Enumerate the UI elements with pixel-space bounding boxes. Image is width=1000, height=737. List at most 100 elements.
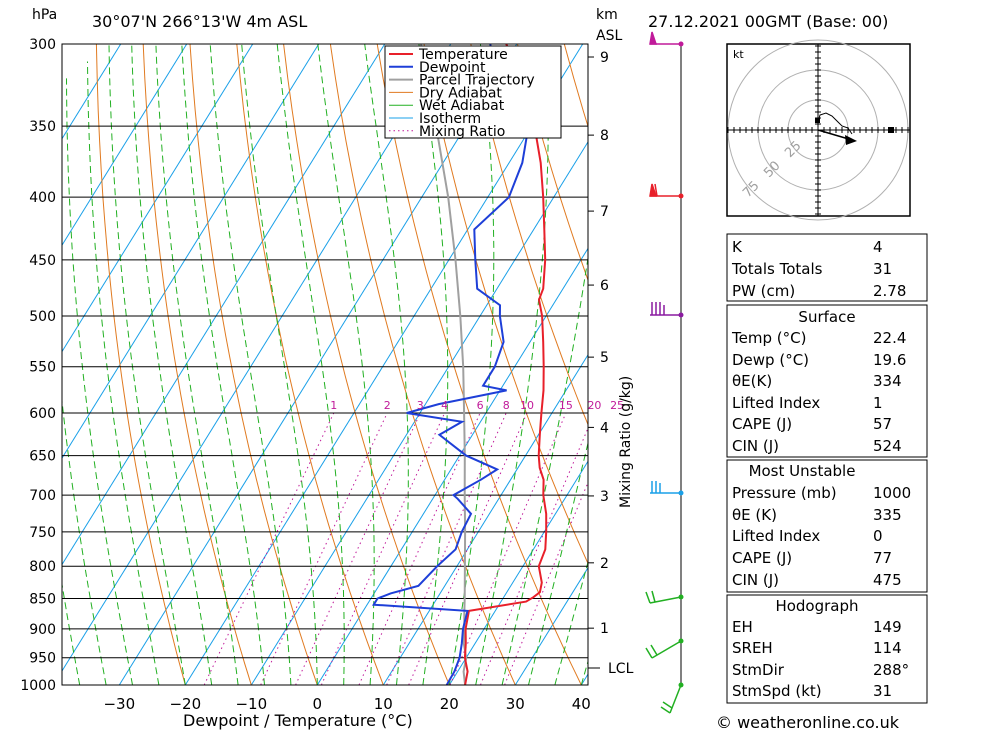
height-unit-asl-label: ASL — [596, 28, 622, 44]
isotherm-line — [53, 44, 450, 685]
height-km-label: 5 — [600, 350, 609, 366]
mixing-ratio-line — [387, 413, 507, 685]
isotherm-line — [0, 44, 121, 685]
wind-barb-925 — [646, 639, 684, 659]
temperature-tick-label: 40 — [572, 695, 591, 713]
lcl-label: LCL — [608, 661, 634, 677]
pressure-tick-label: 800 — [29, 559, 56, 575]
mixing-ratio-label: 2 — [384, 399, 391, 412]
pw-label: PW (cm) — [732, 282, 795, 300]
dry-adiabat-line — [284, 44, 450, 685]
copyright-label[interactable]: © weatheronline.co.uk — [716, 713, 900, 732]
pressure-unit-label: hPa — [32, 7, 57, 23]
mu-lifted-index-value: 0 — [873, 527, 883, 545]
height-km-label: 7 — [600, 204, 609, 220]
dry-adiabat-line — [939, 44, 1000, 685]
mixing-ratio-label: 6 — [477, 399, 484, 412]
pressure-tick-label: 900 — [29, 622, 56, 638]
wind-barb-700 — [650, 481, 684, 496]
mixing-ratio-label: 3 — [417, 399, 424, 412]
wet-adiabat-line — [88, 62, 159, 686]
mixing-ratio-label: 20 — [587, 399, 601, 412]
mu-cin-value: 475 — [873, 571, 902, 589]
isotherm-line — [251, 44, 648, 685]
wind-barb-400 — [650, 184, 684, 199]
height-km-label: 4 — [600, 420, 609, 436]
mixing-ratio-line — [204, 413, 334, 685]
wind-barb-1000 — [661, 683, 684, 714]
sreh-value: 114 — [873, 639, 902, 657]
surface-dewp-label: Dewp (°C) — [732, 351, 809, 369]
height-unit-label: km — [596, 7, 618, 23]
pressure-tick-label: 700 — [29, 488, 56, 504]
height-km-label: 1 — [600, 621, 609, 637]
surface-thetae-value: 334 — [873, 372, 902, 390]
dry-adiabat-line — [96, 44, 185, 685]
pressure-tick-label: 950 — [29, 651, 56, 667]
pressure-tick-label: 300 — [29, 37, 56, 53]
wet-adiabat-line — [210, 44, 291, 685]
wet-adiabat-line — [132, 44, 212, 685]
most-unstable-title: Most Unstable — [749, 462, 856, 480]
pressure-tick-label: 350 — [29, 119, 56, 135]
mu-cape-label: CAPE (J) — [732, 549, 792, 567]
mu-pressure-label: Pressure (mb) — [732, 484, 837, 502]
mixing-ratio-label: 4 — [441, 399, 448, 412]
parcel-trajectory-line — [421, 44, 466, 685]
k-index-label: K — [732, 238, 743, 256]
surface-thetae-label: θE(K) — [732, 372, 772, 390]
surface-temp-label: Temp (°C) — [731, 329, 806, 347]
pressure-tick-label: 750 — [29, 525, 56, 541]
surface-lifted-index-value: 1 — [873, 394, 883, 412]
height-km-label: 9 — [600, 50, 609, 66]
pressure-tick-label: 550 — [29, 360, 56, 376]
surface-cin-label: CIN (J) — [732, 437, 779, 455]
sreh-label: SREH — [732, 639, 773, 657]
surface-dewp-value: 19.6 — [873, 351, 906, 369]
wet-adiabat-line — [555, 44, 721, 685]
pressure-tick-label: 450 — [29, 253, 56, 269]
wet-adiabat-line — [502, 44, 611, 685]
pressure-tick-label: 650 — [29, 449, 56, 465]
location-title: 30°07'N 266°13'W 4m ASL — [92, 12, 307, 31]
wet-adiabat-line — [242, 44, 318, 685]
wind-barb-300 — [650, 32, 684, 47]
stmspd-label: StmSpd (kt) — [732, 682, 822, 700]
pressure-tick-label: 400 — [29, 190, 56, 206]
mu-cape-value: 77 — [873, 549, 892, 567]
legend-label: Mixing Ratio — [419, 124, 505, 140]
height-km-label: 6 — [600, 278, 609, 294]
wet-adiabat-line — [449, 44, 494, 685]
surface-temp-value: 22.4 — [873, 329, 906, 347]
pressure-tick-labels: 3003504004505005506006507007508008509009… — [20, 37, 56, 694]
wind-barb-850 — [646, 591, 684, 603]
dry-adiabat-line — [143, 44, 251, 685]
temperature-tick-label: 30 — [506, 695, 525, 713]
indices-panel: K 4 Totals Totals 31 PW (cm) 2.78 Surfac… — [727, 234, 927, 703]
dry-adiabat-line — [471, 44, 714, 685]
mixing-ratio-label: 8 — [503, 399, 510, 412]
dry-adiabat-line — [986, 44, 1000, 685]
pressure-tick-label: 850 — [29, 591, 56, 607]
dewpoint-line — [374, 44, 543, 685]
dry-adiabat-line — [330, 44, 515, 685]
mu-cin-label: CIN (J) — [732, 571, 779, 589]
mixing-ratio-axis-title: Mixing Ratio (g/kg) — [618, 376, 634, 508]
temperature-tick-label: −30 — [103, 695, 135, 713]
hodograph: kt 25 50 75 — [727, 40, 910, 220]
totals-totals-label: Totals Totals — [731, 260, 823, 278]
pressure-tick-label: 500 — [29, 309, 56, 325]
isotherm-line — [317, 44, 714, 685]
height-km-label: 3 — [600, 489, 609, 505]
wet-adiabat-line — [156, 44, 238, 685]
wet-adiabat-lines — [5, 44, 765, 685]
dry-adiabat-line — [190, 44, 317, 685]
pressure-tick-label: 1000 — [20, 678, 56, 694]
mixing-ratio-label: 1 — [330, 399, 337, 412]
surface-cape-value: 57 — [873, 415, 892, 433]
stmdir-label: StmDir — [732, 661, 785, 679]
mu-thetae-value: 335 — [873, 506, 902, 524]
mu-lifted-index-label: Lifted Index — [732, 527, 820, 545]
